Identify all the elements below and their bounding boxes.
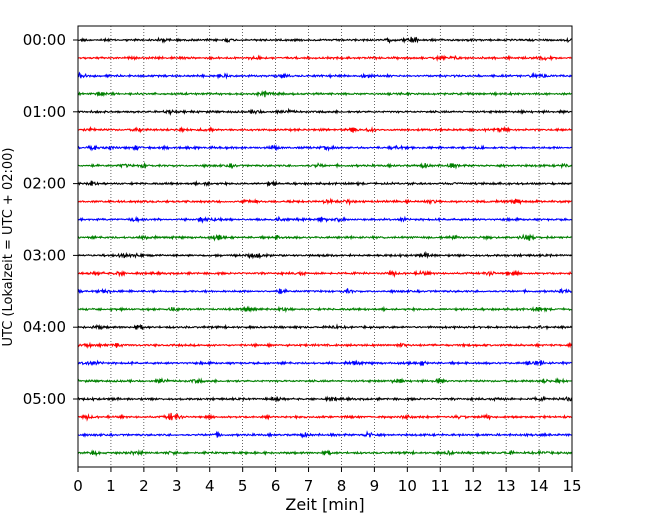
- plot-frame: [77, 25, 573, 468]
- x-tick-label: 2: [139, 477, 149, 495]
- x-tick-label: 7: [304, 477, 314, 495]
- y-tick-label: 03:00: [23, 246, 66, 264]
- y-tick-label: 05:00: [23, 390, 66, 408]
- x-tick-label: 12: [464, 477, 483, 495]
- x-tick-label: 1: [106, 477, 116, 495]
- trace-line: [77, 54, 572, 62]
- trace-line: [77, 341, 573, 349]
- x-tick-label: 15: [562, 477, 581, 495]
- x-tick-label: 0: [73, 477, 83, 495]
- x-tick-label: 6: [271, 477, 281, 495]
- x-tick-label: 4: [205, 477, 215, 495]
- x-tick-label: 8: [337, 477, 347, 495]
- x-tick-label: 3: [172, 477, 182, 495]
- y-axis-ticks: 00:00 01:00 02:00 03:00 04:00 05:00: [23, 31, 78, 408]
- trace-line: [77, 144, 572, 152]
- trace-line: [77, 161, 572, 170]
- seismic-traces: [77, 36, 573, 457]
- trace-line: [77, 359, 572, 367]
- trace-line: [77, 179, 572, 188]
- x-tick-label: 13: [497, 477, 516, 495]
- trace-line: [77, 197, 572, 206]
- trace-line: [77, 36, 572, 44]
- y-tick-label: 02:00: [23, 175, 66, 193]
- trace-line: [77, 377, 572, 385]
- y-axis-label: UTC (Lokalzeit = UTC + 02:00): [1, 148, 16, 347]
- x-tick-label: 10: [398, 477, 417, 495]
- x-tick-label: 11: [431, 477, 450, 495]
- y-tick-label: 00:00: [23, 31, 66, 49]
- trace-line: [77, 305, 572, 313]
- x-axis-label: Zeit [min]: [285, 495, 364, 514]
- trace-line: [77, 269, 572, 278]
- trace-line: [77, 250, 572, 260]
- y-tick-label: 04:00: [23, 318, 66, 336]
- trace-line: [77, 90, 572, 98]
- trace-line: [77, 215, 572, 224]
- plot-background: [78, 26, 572, 467]
- x-tick-label: 5: [238, 477, 248, 495]
- trace-line: [77, 233, 572, 242]
- trace-line: [77, 412, 572, 422]
- trace-line: [77, 395, 573, 403]
- x-axis-ticks: 0 1 2 3 4 5 6 7 8 9 10 11 12 13 14 15: [73, 467, 582, 495]
- trace-line: [77, 107, 572, 117]
- trace-line: [77, 125, 572, 134]
- trace-line: [77, 449, 572, 457]
- trace-line: [77, 71, 572, 80]
- x-tick-label: 9: [370, 477, 380, 495]
- trace-line: [77, 323, 572, 331]
- x-tick-label: 14: [530, 477, 549, 495]
- y-tick-label: 01:00: [23, 103, 66, 121]
- trace-line: [77, 287, 572, 295]
- trace-line: [77, 430, 572, 439]
